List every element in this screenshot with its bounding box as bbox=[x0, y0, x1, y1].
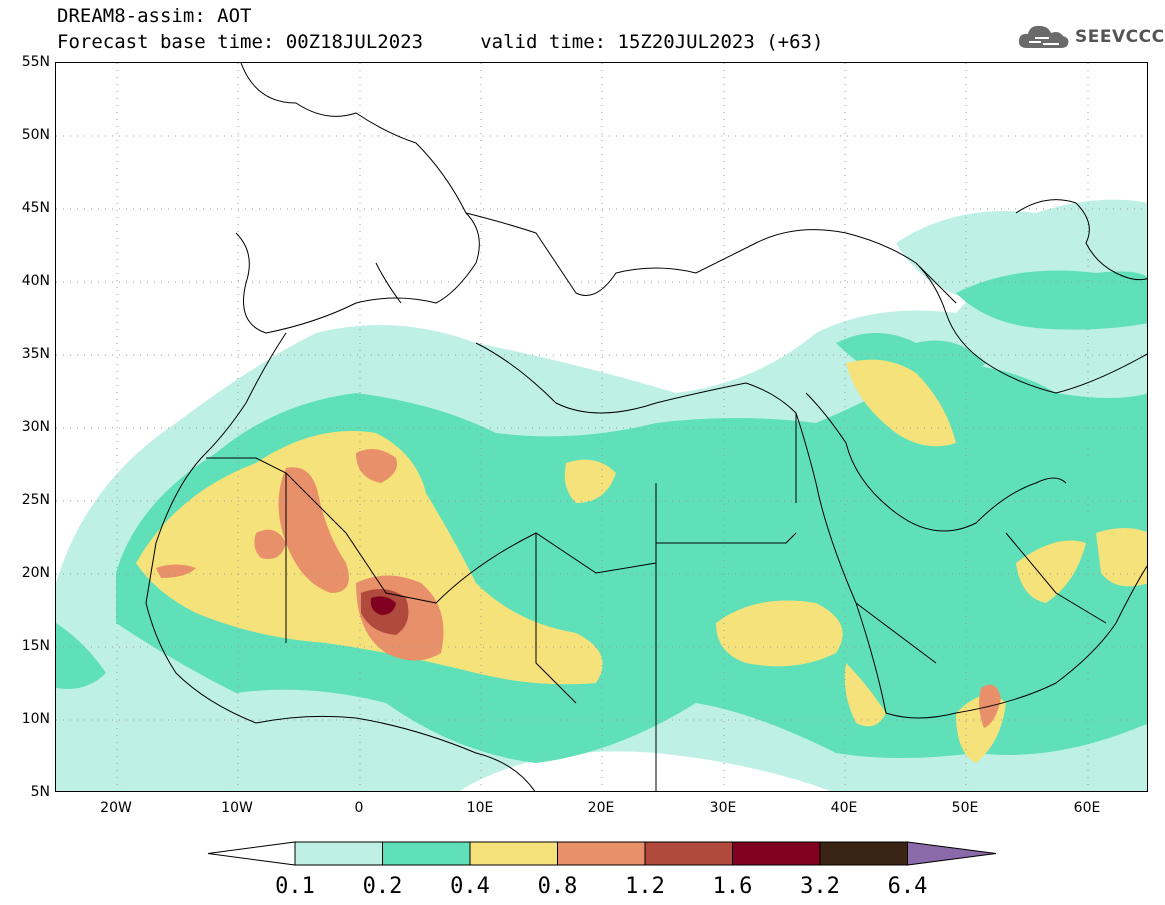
colorbar-segment bbox=[557, 841, 646, 866]
aot-region-0-8 bbox=[356, 449, 397, 483]
lon-tick-label: 0 bbox=[354, 800, 364, 816]
aot-region-0-2 bbox=[836, 333, 986, 386]
lon-tick-label: 20E bbox=[587, 800, 615, 816]
lat-tick-label: 5N bbox=[30, 784, 50, 800]
aot-region-0-8 bbox=[278, 467, 349, 593]
lat-tick-label: 10N bbox=[21, 711, 50, 727]
aot-region-0-4 bbox=[136, 431, 603, 685]
map-title: DREAM8-assim: AOT bbox=[57, 5, 252, 27]
grid-lines bbox=[56, 63, 1147, 791]
colorbar-segment bbox=[294, 841, 383, 866]
lon-tick-label: 60E bbox=[1073, 800, 1101, 816]
aot-region-0-4 bbox=[844, 663, 886, 727]
lon-tick-label: 10W bbox=[221, 800, 253, 816]
lon-tick-label: 30E bbox=[709, 800, 737, 816]
lat-tick-label: 30N bbox=[21, 419, 50, 435]
colorbar-under-arrow bbox=[207, 841, 296, 866]
lon-tick-label: 10E bbox=[466, 800, 494, 816]
aot-region-0-4 bbox=[1016, 540, 1086, 603]
colorbar-label: 0.1 bbox=[275, 874, 315, 899]
colorbar-label: 6.4 bbox=[888, 874, 928, 899]
colorbar-label: 3.2 bbox=[800, 874, 840, 899]
lon-tick-label: 40E bbox=[830, 800, 858, 816]
lat-tick-label: 40N bbox=[21, 273, 50, 289]
aot-region-0-4 bbox=[846, 359, 956, 447]
colorbar-segment bbox=[382, 841, 471, 866]
colorbar-segment bbox=[644, 841, 733, 866]
colorbar-label: 1.6 bbox=[713, 874, 753, 899]
forecast-time-line: Forecast base time: 00Z18JUL2023 valid t… bbox=[57, 31, 824, 53]
cloud-icon bbox=[1018, 25, 1069, 48]
aot-region-0-4 bbox=[1096, 528, 1147, 587]
aot-region-0-2 bbox=[956, 270, 1147, 330]
aot-region-0-4 bbox=[716, 600, 843, 667]
colorbar-segment bbox=[819, 841, 908, 866]
coastlines-borders bbox=[145, 63, 1147, 791]
lon-tick-label: 20W bbox=[100, 800, 132, 816]
colorbar-over-arrow bbox=[907, 841, 997, 866]
lat-tick-label: 15N bbox=[21, 638, 50, 654]
colorbar-label: 1.2 bbox=[625, 874, 665, 899]
lat-tick-label: 50N bbox=[21, 127, 50, 143]
aot-field bbox=[56, 199, 1147, 791]
colorbar-segment bbox=[732, 841, 821, 866]
colorbar-label: 0.4 bbox=[450, 874, 490, 899]
aot-region-1-6 bbox=[370, 596, 396, 615]
colorbar-segment bbox=[469, 841, 558, 866]
aot-map bbox=[55, 62, 1148, 792]
colorbar-label: 0.2 bbox=[363, 874, 403, 899]
lat-tick-label: 55N bbox=[21, 54, 50, 70]
seevccc-logo: SEEVCCC bbox=[1017, 22, 1165, 52]
lat-tick-label: 25N bbox=[21, 492, 50, 508]
aot-region-0-2 bbox=[56, 623, 106, 689]
map-canvas bbox=[56, 63, 1147, 791]
lat-tick-label: 35N bbox=[21, 346, 50, 362]
lon-tick-label: 50E bbox=[951, 800, 979, 816]
aot-region-0-4 bbox=[564, 459, 616, 503]
aot-region-0-8 bbox=[156, 564, 196, 578]
lat-tick-label: 45N bbox=[21, 200, 50, 216]
colorbar: 0.1 0.2 0.4 0.8 1.2 1.6 3.2 6.4 bbox=[207, 841, 997, 899]
logo-text: SEEVCCC bbox=[1075, 27, 1165, 47]
lat-tick-label: 20N bbox=[21, 565, 50, 581]
aot-region-0-8 bbox=[254, 529, 286, 559]
colorbar-label: 0.8 bbox=[538, 874, 578, 899]
